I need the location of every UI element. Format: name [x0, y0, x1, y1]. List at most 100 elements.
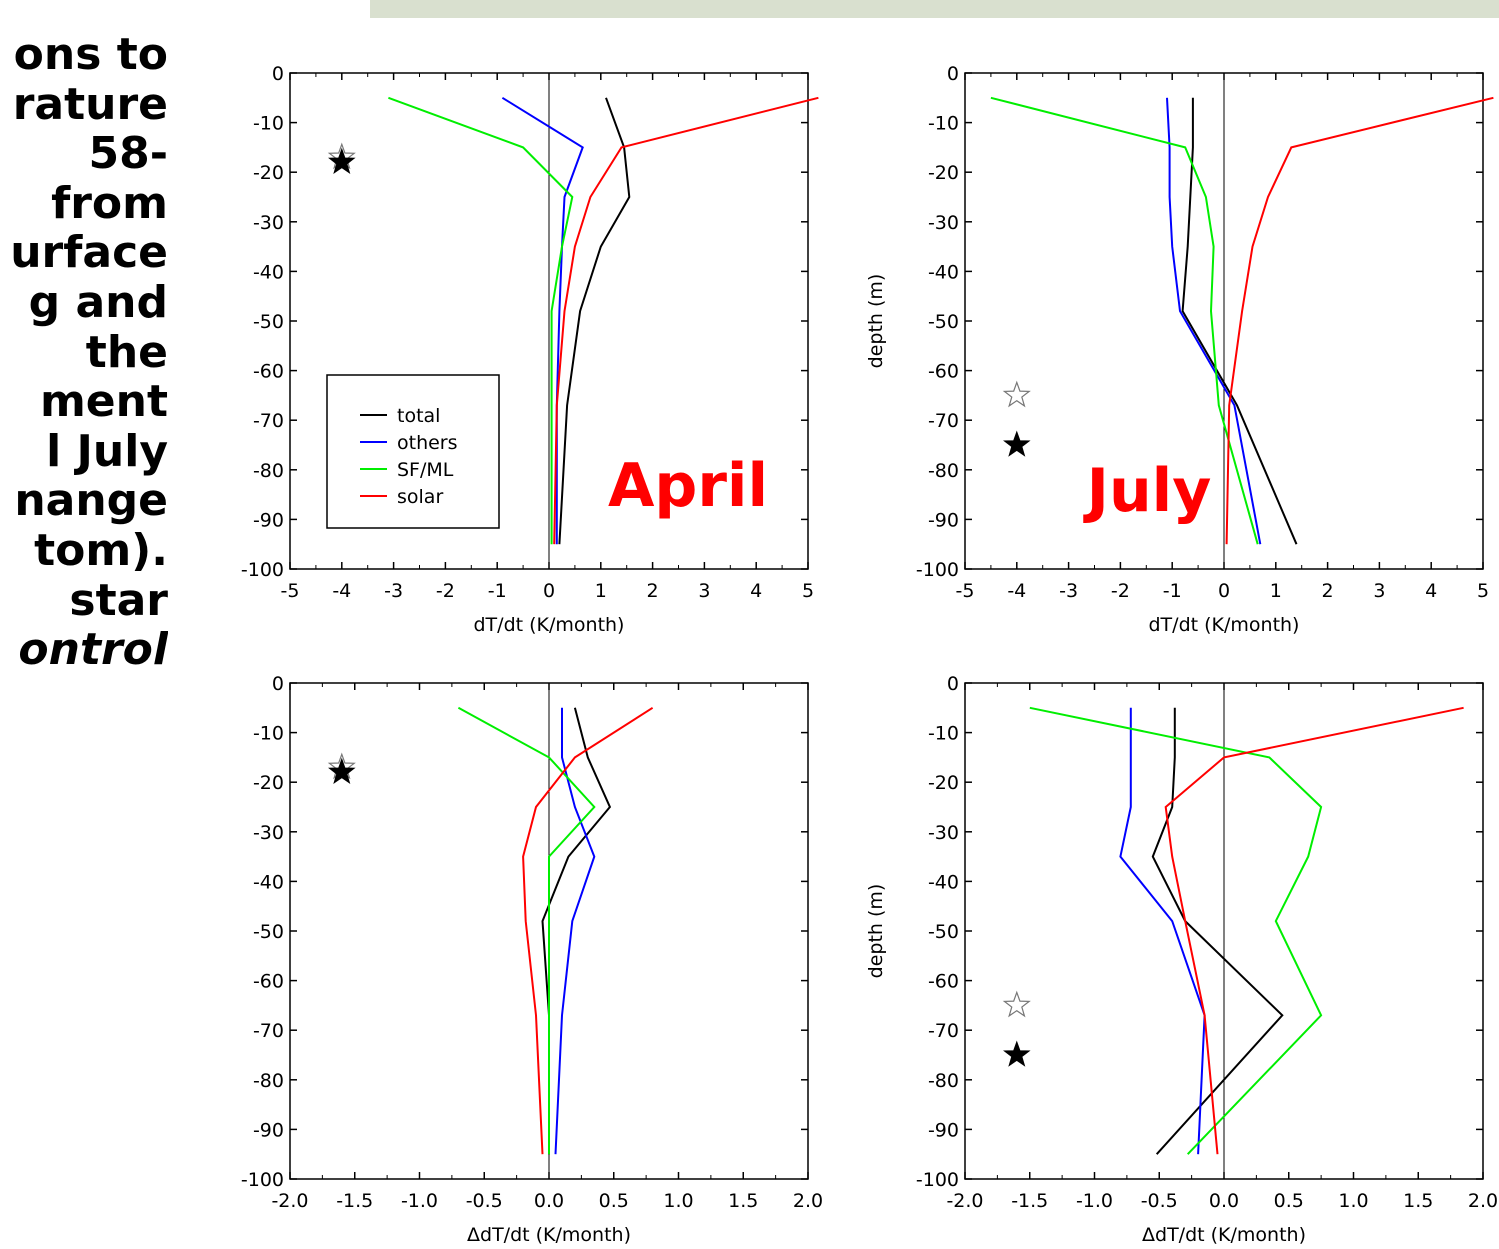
x-tick-label: 0.5 — [1274, 1190, 1304, 1212]
y-tick-label: -10 — [928, 113, 959, 135]
legend-label: total — [397, 405, 440, 427]
x-tick-label: 0.0 — [1209, 1190, 1239, 1212]
y-tick-label: -30 — [928, 822, 959, 844]
y-tick-label: -90 — [253, 509, 284, 531]
y-tick-label: -90 — [253, 1119, 284, 1141]
y-tick-label: -60 — [253, 971, 284, 993]
y-tick-label: -100 — [241, 1169, 284, 1191]
x-tick-label: 0.5 — [599, 1190, 629, 1212]
caption-text-block: ons to rature 58- from urface g and the ment l J… — [0, 30, 168, 675]
y-tick-label: -70 — [253, 1020, 284, 1042]
series-line-sfml — [990, 96, 1259, 545]
x-tick-label: 3 — [698, 580, 710, 602]
caption-line: ment — [39, 376, 168, 428]
y-tick-label: -20 — [928, 162, 959, 184]
x-tick-label: -5 — [956, 580, 975, 602]
y-tick-label: 0 — [272, 673, 284, 695]
series-line-solar — [522, 706, 654, 1155]
caption-line: from — [51, 177, 168, 229]
x-tick-label: 2 — [647, 580, 659, 602]
y-tick-label: -30 — [253, 212, 284, 234]
x-tick-label: -4 — [1007, 580, 1026, 602]
x-tick-label: -5 — [281, 580, 300, 602]
x-tick-label: -1.0 — [401, 1190, 438, 1212]
caption-line: ontrol — [18, 624, 168, 675]
x-tick-label: -3 — [384, 580, 403, 602]
y-tick-label: -80 — [928, 1070, 959, 1092]
y-tick-label: -10 — [928, 723, 959, 745]
chart-panel-top-left: -5 -4 -3 -2 -1 0 1 2 3 4 50-10-20-30-40-50-60-70-8… — [241, 63, 819, 636]
y-tick-label: -70 — [928, 410, 959, 432]
x-tick-label: -4 — [332, 580, 351, 602]
y-tick-label: -80 — [253, 460, 284, 482]
x-tick-label: -0.5 — [466, 1190, 503, 1212]
series-line-sfml — [1029, 706, 1323, 1155]
caption-line: ons to — [13, 30, 168, 80]
legend-label: solar — [397, 486, 443, 508]
x-tick-label: 1.5 — [728, 1190, 758, 1212]
x-tick-label: -3 — [1059, 580, 1078, 602]
filled-star-icon — [328, 757, 356, 785]
caption-line: star — [69, 574, 168, 626]
x-tick-label: 1.5 — [1403, 1190, 1433, 1212]
y-tick-label: -30 — [928, 212, 959, 234]
y-tick-label: -40 — [928, 871, 959, 893]
y-tick-label: -80 — [253, 1070, 284, 1092]
caption-line: urface — [10, 227, 168, 279]
x-tick-label: 1 — [1270, 580, 1282, 602]
y-tick-label: -100 — [916, 559, 959, 581]
x-tick-label: -2 — [436, 580, 455, 602]
y-tick-label: -100 — [916, 1169, 959, 1191]
y-tick-label: -50 — [253, 921, 284, 943]
x-tick-label: -2.0 — [271, 1190, 308, 1212]
legend-label: SF/ML — [397, 459, 454, 481]
x-tick-label: 5 — [802, 580, 814, 602]
x-axis-title: dT/dt (K/month) — [1149, 614, 1300, 636]
y-tick-label: -70 — [253, 410, 284, 432]
y-tick-label: -60 — [928, 361, 959, 383]
caption-line: 58- — [88, 128, 169, 180]
x-tick-label: -2.0 — [946, 1190, 983, 1212]
y-tick-label: -30 — [253, 822, 284, 844]
caption-line: l July — [46, 425, 168, 477]
month-label: July — [1083, 456, 1212, 526]
series-line-solar — [1164, 706, 1464, 1155]
y-tick-label: -60 — [928, 971, 959, 993]
caption-line: tom). — [34, 524, 168, 576]
x-tick-label: -1.5 — [336, 1190, 373, 1212]
y-tick-label: -40 — [928, 261, 959, 283]
y-tick-label: -20 — [928, 772, 959, 794]
y-tick-label: -60 — [253, 361, 284, 383]
series-line-others — [554, 707, 596, 1155]
month-label: April — [608, 451, 768, 521]
filled-star-icon — [328, 147, 356, 175]
x-tick-label: 2.0 — [793, 1190, 823, 1212]
series-line-total — [1151, 707, 1284, 1155]
y-tick-label: -10 — [253, 113, 284, 135]
y-tick-label: -90 — [928, 509, 959, 531]
x-tick-label: -0.5 — [1141, 1190, 1178, 1212]
series-line-solar — [553, 96, 819, 545]
x-tick-label: 4 — [1425, 580, 1437, 602]
chart-panel-top-right: -5 -4 -3 -2 -1 0 1 2 3 4 50-10-20-30-40-50-60-70-8… — [865, 63, 1494, 636]
series-line-solar — [1225, 96, 1494, 545]
series-line-sfml — [388, 96, 574, 545]
x-tick-label: -1.0 — [1076, 1190, 1113, 1212]
series-line-others — [1119, 707, 1206, 1155]
x-tick-label: 2.0 — [1468, 1190, 1498, 1212]
y-tick-label: 0 — [947, 63, 959, 85]
x-tick-label: 0.0 — [534, 1190, 564, 1212]
legend-label: others — [397, 432, 458, 454]
x-tick-label: 2 — [1322, 580, 1334, 602]
series-line-sfml — [457, 706, 596, 1155]
x-tick-label: -1 — [488, 580, 507, 602]
chart-panel-bottom-right: -2.0 -1.5 -1.0 -0.5 0.0 0.5 1.0 1.5 2.0 0 -10 -20 -3… — [865, 673, 1498, 1246]
x-tick-label: -1 — [1163, 580, 1182, 602]
x-tick-label: 1.0 — [1338, 1190, 1368, 1212]
x-tick-label: 0 — [1218, 580, 1230, 602]
caption-line: the — [85, 326, 168, 378]
x-tick-label: 1 — [595, 580, 607, 602]
chart-panel-bottom-left: -2.0 -1.5 -1.0 -0.5 0.0 0.5 1.0 1.5 2.0 0 -10 -20 -3… — [241, 673, 823, 1246]
x-axis-title: dT/dt (K/month) — [474, 614, 625, 636]
